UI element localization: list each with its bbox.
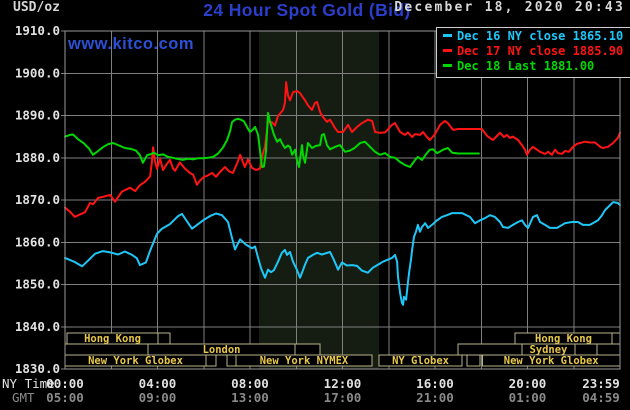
kitco-watermark-link[interactable]: www.kitco.com (68, 35, 194, 53)
session-label: Hong Kong (535, 333, 592, 345)
x-axis-label-gmt: 04:59 (582, 390, 620, 405)
y-axis-label: 1870.0 (15, 192, 60, 207)
x-axis-label-ny: 08:00 (231, 376, 269, 391)
session-box (64, 343, 149, 356)
session-box (466, 354, 481, 367)
chart-title: 24 Hour Spot Gold (Bid) (203, 0, 411, 20)
session-label: New York Globex (88, 355, 184, 367)
session-box (574, 343, 598, 356)
session-label: New York NYMEX (260, 355, 349, 367)
legend-dash-icon (443, 48, 452, 52)
series-line-dec-18 (64, 112, 480, 168)
datetime-label: December 18, 2020 20:43 (394, 0, 625, 15)
plot-border (64, 30, 621, 370)
legend-dash-icon (443, 63, 452, 67)
x-axis-label-ny: 12:00 (324, 376, 362, 391)
y-axis-unit-label: USD/oz (13, 0, 60, 15)
x-axis-label-gmt: 21:00 (416, 390, 454, 405)
legend-item-dec17: Dec 17 NY close 1885.90 (441, 44, 630, 59)
y-axis-label: 1860.0 (15, 234, 60, 249)
session-box (611, 332, 621, 345)
gmt-axis-title: GMT (12, 390, 35, 405)
session-box (226, 354, 237, 367)
legend-label: Dec 16 NY close 1865.10 (457, 29, 624, 43)
legend-box: Dec 16 NY close 1865.10 Dec 17 NY close … (436, 27, 630, 78)
x-axis-label-gmt: 13:00 (231, 390, 269, 405)
legend-item-dec16: Dec 16 NY close 1865.10 (441, 29, 630, 44)
session-box (235, 354, 373, 367)
x-axis-label-ny: 23:59 (582, 376, 620, 391)
session-box (205, 354, 217, 367)
x-axis-label-ny: 16:00 (416, 376, 454, 391)
y-axis-label: 1830.0 (15, 361, 60, 376)
legend-dash-icon (443, 33, 452, 37)
legend-label: Dec 17 NY close 1885.90 (457, 44, 624, 58)
y-axis-label: 1850.0 (15, 277, 60, 292)
session-label: New York Globex (504, 355, 600, 367)
session-label: Sydney (529, 344, 568, 356)
session-label: Hong Kong (84, 333, 141, 345)
series-line-dec-16 (64, 201, 621, 306)
session-box (294, 343, 321, 356)
session-box (157, 332, 171, 345)
session-label: NY Globex (392, 355, 450, 367)
series-line-dec-17 (64, 81, 621, 218)
session-box (378, 354, 463, 367)
x-axis-label-gmt: 05:00 (46, 390, 84, 405)
x-axis-label-ny: 00:00 (46, 376, 84, 391)
session-box (457, 343, 523, 356)
y-axis-label: 1890.0 (15, 108, 60, 123)
x-axis-label-ny: 04:00 (139, 376, 177, 391)
legend-label: Dec 18 Last 1881.00 (457, 59, 595, 73)
legend-item-dec18: Dec 18 Last 1881.00 (441, 59, 630, 74)
x-axis-label-gmt: 09:00 (139, 390, 177, 405)
x-axis-label-gmt: 17:00 (324, 390, 362, 405)
y-axis-label: 1910.0 (15, 23, 60, 38)
x-axis-label-ny: 20:00 (509, 376, 547, 391)
x-axis-label-gmt: 01:00 (509, 390, 547, 405)
y-axis-label: 1900.0 (15, 65, 60, 80)
y-axis-label: 1840.0 (15, 319, 60, 334)
ny-time-axis-title: NY Time (2, 376, 55, 391)
session-label: London (203, 344, 241, 356)
y-axis-label: 1880.0 (15, 150, 60, 165)
